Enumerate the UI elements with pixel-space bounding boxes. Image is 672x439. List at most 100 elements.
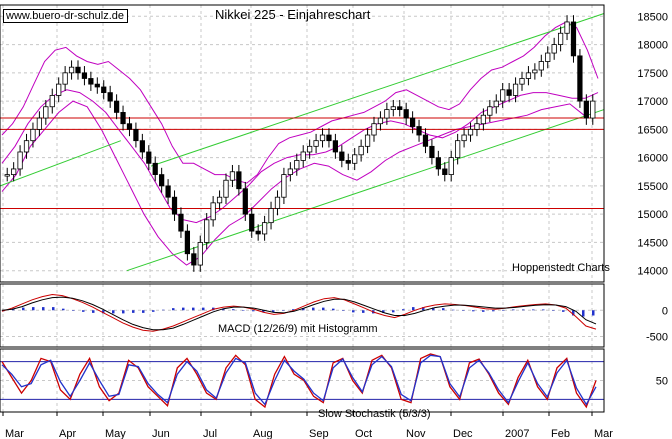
panel-frame bbox=[0, 4, 605, 283]
y-tick-label: 0 bbox=[662, 305, 668, 317]
y-tick-label: -500 bbox=[646, 332, 668, 344]
macd-histogram-bar bbox=[72, 310, 75, 311]
macd-histogram-bar bbox=[102, 310, 105, 314]
y-tick-label: 50 bbox=[656, 376, 668, 388]
macd-histogram-bar bbox=[362, 310, 365, 313]
candle-body bbox=[371, 123, 377, 136]
panel-frame bbox=[0, 348, 605, 413]
candle-body bbox=[377, 117, 384, 125]
x-tick-label: Apr bbox=[59, 428, 76, 439]
candle-body bbox=[403, 109, 409, 119]
candle-body bbox=[4, 174, 10, 177]
macd-histogram-bar bbox=[302, 308, 305, 311]
candle-body bbox=[358, 145, 364, 156]
candle-body bbox=[493, 100, 499, 108]
candle-body bbox=[506, 89, 512, 96]
macd-histogram-bar bbox=[292, 309, 295, 311]
x-tick-label: Jul bbox=[203, 428, 217, 439]
candle-body bbox=[397, 106, 403, 110]
candle-body bbox=[467, 128, 474, 136]
macd-histogram-bar bbox=[42, 307, 45, 311]
candle-body bbox=[364, 134, 371, 147]
y-tick-label: 15500 bbox=[637, 181, 668, 193]
macd-histogram-bar bbox=[92, 310, 95, 313]
macd-histogram-bar bbox=[152, 310, 155, 312]
panel-frame bbox=[0, 283, 605, 348]
bollinger-lower-line bbox=[1, 100, 585, 266]
macd-histogram-bar bbox=[572, 310, 575, 316]
candle-body bbox=[557, 32, 564, 45]
stochastic-panel bbox=[0, 353, 604, 409]
candle-body bbox=[564, 21, 570, 34]
x-tick-label: Mar bbox=[5, 428, 24, 439]
macd-histogram-bar bbox=[52, 307, 55, 311]
macd-histogram-bar bbox=[482, 310, 485, 312]
macd-histogram-bar bbox=[402, 309, 405, 311]
x-tick-label: 2007 bbox=[505, 428, 529, 439]
y-tick-label: 18000 bbox=[637, 40, 668, 52]
candle-body bbox=[113, 100, 120, 113]
macd-histogram-bar bbox=[192, 307, 195, 311]
trend-left-line bbox=[0, 140, 121, 187]
candle-body bbox=[165, 185, 171, 198]
candle-body bbox=[223, 179, 229, 198]
candle-body bbox=[570, 21, 577, 57]
macd-histogram-bar bbox=[512, 309, 515, 311]
macd-histogram-bar bbox=[112, 310, 115, 314]
candle-body bbox=[139, 140, 145, 153]
candle-body bbox=[487, 106, 493, 116]
stochastic-d-line bbox=[1, 354, 597, 406]
y-axis-labels: 14000 14500 15000 15500 16000 16500 17000 17500… bbox=[637, 11, 668, 387]
candle-body bbox=[384, 109, 390, 119]
candle-body bbox=[94, 83, 100, 88]
candle-body bbox=[339, 151, 345, 161]
macd-histogram-bar bbox=[462, 310, 465, 311]
y-tick-label: 16500 bbox=[637, 124, 668, 136]
chart-title: Nikkei 225 - Einjahreschart bbox=[215, 7, 371, 22]
y-tick-label: 14000 bbox=[637, 266, 668, 278]
candle-body bbox=[171, 196, 178, 215]
candle-body bbox=[81, 72, 88, 79]
macd-histogram-bar bbox=[452, 309, 455, 311]
candle-body bbox=[216, 196, 223, 204]
candle-body bbox=[448, 157, 454, 175]
macd-histogram-bar bbox=[592, 310, 595, 316]
candle-body bbox=[261, 222, 268, 235]
macd-histogram-bar bbox=[262, 310, 265, 313]
candle-body bbox=[313, 140, 319, 147]
macd-histogram-bar bbox=[82, 310, 85, 312]
candle-body bbox=[422, 134, 429, 147]
macd-histogram-bar bbox=[132, 310, 135, 313]
candle-body bbox=[300, 151, 306, 161]
x-tick-label: Oct bbox=[355, 428, 372, 439]
candle-body bbox=[525, 72, 532, 79]
candle-body bbox=[519, 78, 525, 85]
y-tick-label: 17000 bbox=[637, 96, 668, 108]
candle-body bbox=[461, 134, 467, 142]
macd-histogram-bar bbox=[202, 307, 205, 311]
macd-histogram-bar bbox=[162, 309, 165, 311]
candle-body bbox=[409, 117, 416, 127]
macd-histogram-bar bbox=[532, 309, 535, 311]
macd-histogram-bar bbox=[32, 307, 35, 311]
candle-body bbox=[107, 92, 113, 102]
macd-histogram-bar bbox=[312, 307, 315, 311]
candle-body bbox=[30, 128, 36, 142]
macd-histogram-bar bbox=[492, 310, 495, 312]
candle-body bbox=[480, 114, 487, 125]
candle-body bbox=[159, 174, 165, 187]
macd-histogram-bar bbox=[272, 310, 275, 313]
macd-histogram-bar bbox=[142, 310, 145, 313]
stochastic-label: Slow Stochastik (5/3/3) bbox=[318, 408, 431, 420]
candle-body bbox=[545, 52, 551, 62]
candle-body bbox=[577, 55, 583, 102]
candle-body bbox=[11, 168, 17, 175]
bollinger-upper-line bbox=[1, 21, 599, 184]
macd-histogram-bar bbox=[12, 309, 15, 311]
price-panel bbox=[0, 13, 605, 272]
candle-body bbox=[435, 157, 441, 170]
macd-histogram-bar bbox=[252, 310, 255, 312]
source-label: Hoppenstedt Charts bbox=[512, 262, 610, 274]
candle-body bbox=[583, 100, 589, 119]
x-axis-labels: Mar Apr May Jun Jul Aug Sep Oct Nov Dec 2007 Feb Mar bbox=[2, 412, 613, 439]
